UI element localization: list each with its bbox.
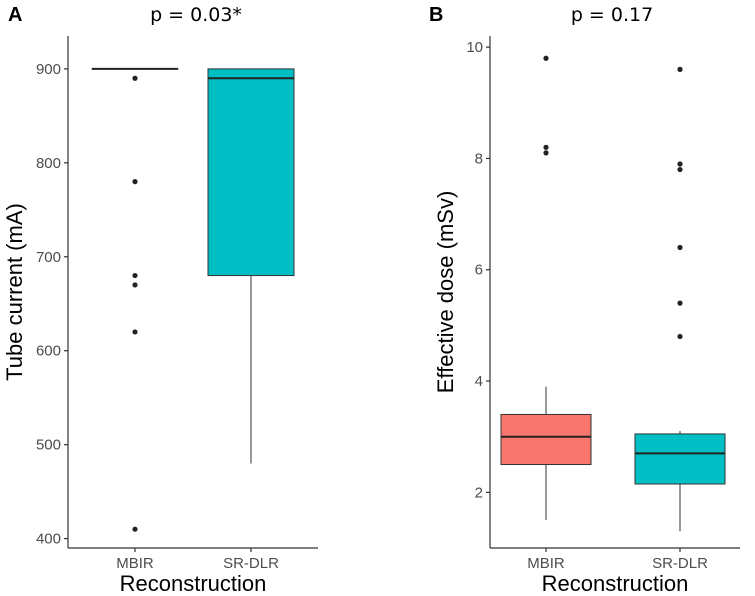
y-tick-label: 6 xyxy=(475,262,483,279)
iqr-box xyxy=(634,433,726,485)
y-tick-label: 2 xyxy=(475,484,483,501)
y-axis-title: Tube current (mA) xyxy=(2,203,27,381)
p-value-title: p = 0.03* xyxy=(150,4,242,26)
outlier-point xyxy=(543,150,549,156)
outlier-point xyxy=(132,282,138,288)
x-tick-label: MBIR xyxy=(527,555,565,572)
y-tick-label: 8 xyxy=(475,150,483,167)
y-tick-label: 500 xyxy=(36,437,61,454)
x-tick-label: MBIR xyxy=(116,555,154,572)
iqr-box xyxy=(207,68,295,277)
outlier-point xyxy=(132,272,138,279)
x-tick-label: SR-DLR xyxy=(652,555,708,572)
box-mbir xyxy=(91,67,179,532)
p-value-title: p = 0.17 xyxy=(571,4,653,26)
y-tick-label: 400 xyxy=(36,531,61,548)
iqr-box xyxy=(500,413,592,466)
y-tick-label: 700 xyxy=(36,249,61,266)
outlier-point xyxy=(543,144,549,150)
panel-label: A xyxy=(8,4,22,26)
box-mbir xyxy=(500,55,592,521)
outlier-point xyxy=(132,75,138,81)
outlier-point xyxy=(132,179,138,185)
outlier-point xyxy=(677,166,683,173)
panel-label: B xyxy=(429,4,443,26)
y-tick-label: 10 xyxy=(466,39,483,56)
x-tick-label: SR-DLR xyxy=(223,555,279,572)
y-axis-title: Effective dose (mSv) xyxy=(433,191,458,394)
outlier-point xyxy=(543,55,549,61)
x-axis-title: Reconstruction xyxy=(542,571,689,596)
y-tick-label: 900 xyxy=(36,61,61,78)
outlier-point xyxy=(132,526,138,532)
outlier-point xyxy=(677,66,683,72)
outlier-point xyxy=(132,329,138,335)
y-tick-label: 4 xyxy=(475,373,483,390)
outlier-point xyxy=(677,244,683,251)
box-sr-dlr xyxy=(207,68,295,464)
box-sr-dlr xyxy=(634,66,726,532)
outlier-point xyxy=(677,300,683,306)
outlier-point xyxy=(677,161,683,167)
x-axis-title: Reconstruction xyxy=(120,571,267,596)
outlier-point xyxy=(677,333,683,340)
y-tick-label: 800 xyxy=(36,155,61,172)
y-tick-label: 600 xyxy=(36,343,61,360)
